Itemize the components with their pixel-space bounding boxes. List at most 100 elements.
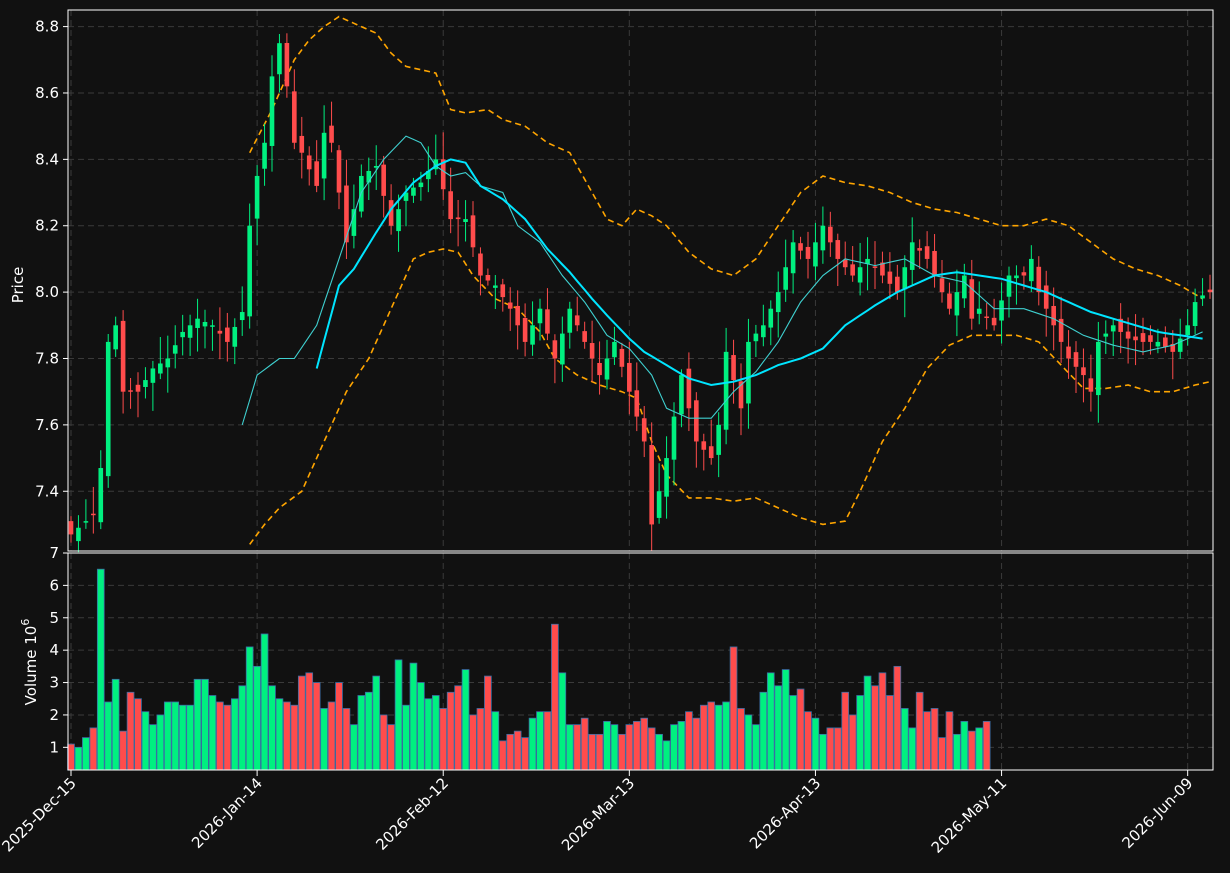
candle-body: [880, 262, 885, 276]
volume-bar: [833, 727, 842, 771]
volume-bar: [149, 724, 157, 771]
candle-body: [828, 226, 833, 243]
volume-bar: [900, 708, 909, 771]
volume-bar: [543, 711, 552, 771]
volume-bar: [521, 737, 529, 771]
candle-body: [1118, 318, 1123, 332]
candle-body: [1192, 302, 1198, 327]
volume-bar: [781, 669, 790, 771]
volume-bar: [513, 730, 522, 771]
volume-bar: [424, 698, 433, 771]
volume-bar: [647, 727, 656, 771]
candle-body: [552, 340, 558, 359]
candle-body: [731, 355, 736, 381]
candle-body: [1185, 325, 1190, 336]
volume-bar: [565, 724, 574, 771]
volume-bar: [350, 724, 358, 771]
candle-body: [254, 175, 260, 219]
price-tick-label: 8.0: [35, 283, 59, 301]
volume-bar: [618, 733, 626, 771]
candle-body: [969, 279, 975, 319]
candle-body: [1006, 275, 1012, 297]
candle-body: [292, 91, 297, 143]
candle-body: [820, 225, 826, 251]
candle-body: [76, 527, 81, 542]
candle-body: [329, 125, 334, 143]
volume-bar: [134, 698, 142, 771]
candle-body: [83, 521, 89, 523]
volume-bar: [342, 708, 351, 771]
volume-bar: [312, 682, 321, 771]
volume-bar: [893, 665, 902, 771]
candle-body: [902, 267, 908, 290]
candle-body: [775, 292, 781, 313]
volume-bar: [506, 733, 515, 771]
candle-body: [694, 400, 699, 442]
volume-bar: [967, 730, 976, 771]
candle-body: [917, 248, 922, 251]
candle-body: [924, 246, 930, 259]
volume-panel-frame: [67, 552, 1214, 771]
volume-bar: [275, 698, 284, 771]
volume-bar: [692, 717, 701, 771]
volume-bar: [230, 698, 239, 771]
candle-body: [589, 343, 595, 359]
volume-bar: [290, 704, 299, 771]
candle-body: [463, 219, 468, 222]
volume-bar: [737, 708, 745, 771]
candle-body: [664, 458, 669, 497]
candle-body: [351, 209, 357, 236]
volume-bar: [208, 695, 217, 771]
candle-body: [976, 308, 982, 314]
price-tick-label: 8.6: [35, 84, 59, 102]
volume-bar: [610, 724, 619, 771]
candle-body: [1177, 338, 1183, 352]
candle-body: [790, 242, 796, 274]
candle-body: [634, 390, 640, 417]
candle-body: [1148, 335, 1153, 342]
volume-bar: [722, 701, 730, 771]
candle-body: [180, 331, 185, 338]
candle-body: [887, 271, 893, 284]
candle-body: [478, 253, 483, 276]
volume-bar: [439, 708, 448, 771]
volume-bar: [923, 711, 931, 771]
volume-bar: [580, 717, 589, 771]
bollinger-bands: [248, 15, 1211, 545]
volume-bar: [186, 704, 194, 771]
volume-bar: [536, 711, 544, 771]
candle-body: [738, 381, 744, 409]
candle-body: [1043, 285, 1049, 309]
candle-body: [761, 325, 766, 338]
candle-body: [560, 333, 565, 365]
volume-tick-label: 4: [49, 641, 59, 659]
candle-body: [172, 345, 178, 354]
candle-body: [247, 225, 252, 317]
volume-bar: [819, 733, 827, 771]
candle-body: [433, 159, 439, 170]
candle-body: [746, 341, 751, 404]
volume-axis-title: Volume 106: [19, 619, 40, 706]
volume-bar: [387, 724, 395, 771]
candle-body: [195, 318, 200, 328]
candle-body: [1066, 346, 1071, 359]
volume-bar: [677, 721, 686, 771]
volume-bar: [856, 695, 864, 771]
candle-body: [857, 267, 863, 283]
volume-bar: [379, 714, 388, 771]
candle-body: [515, 305, 520, 326]
volume-bar: [975, 727, 984, 771]
volume-bar: [789, 695, 797, 771]
volume-bar: [640, 717, 649, 771]
volume-bar: [632, 721, 641, 771]
candle-body: [1200, 295, 1205, 299]
volume-bar: [558, 672, 567, 771]
candle-body: [396, 209, 401, 232]
candle-body: [306, 155, 312, 170]
candle-body: [143, 380, 148, 387]
volume-bar: [811, 717, 820, 771]
moving-averages: [241, 135, 1203, 426]
volume-bar: [915, 691, 924, 771]
candle-body: [373, 165, 379, 168]
